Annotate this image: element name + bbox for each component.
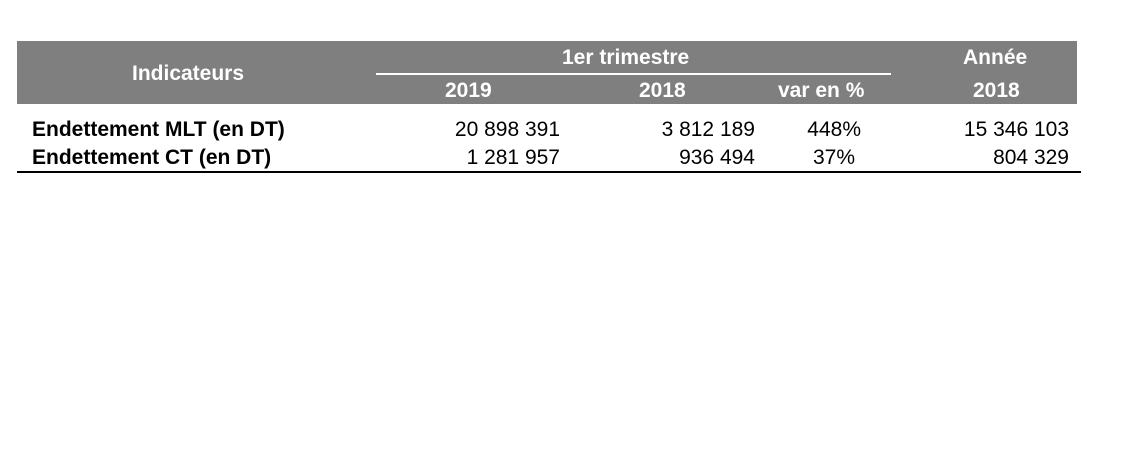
table-row: Endettement MLT (en DT) 20 898 391 3 812… — [17, 117, 1077, 143]
header-col-2018: 2018 — [639, 79, 686, 102]
value-year-2018: 804 329 — [993, 146, 1069, 169]
value-2019: 20 898 391 — [454, 118, 560, 141]
value-var: 448% — [807, 118, 861, 141]
value-var: 37% — [812, 146, 855, 169]
header-col-var: var en % — [778, 79, 865, 102]
header-year-group: Année — [963, 46, 1028, 69]
header-col-year-2018: 2018 — [973, 79, 1020, 102]
row-label: Endettement CT (en DT) — [32, 146, 272, 169]
table-header: Indicateurs 1er trimestre Année 2019 201… — [17, 41, 1077, 104]
row-label: Endettement MLT (en DT) — [32, 118, 285, 141]
table-bottom-rule — [17, 171, 1081, 173]
value-2018: 3 812 189 — [661, 118, 755, 141]
value-2019: 1 281 957 — [466, 146, 560, 169]
q1-group-underline — [376, 73, 891, 75]
table-row: Endettement CT (en DT) 1 281 957 936 494… — [17, 145, 1077, 171]
value-year-2018: 15 346 103 — [963, 118, 1069, 141]
indicators-table: Indicateurs 1er trimestre Année 2019 201… — [17, 41, 1081, 173]
value-2018: 936 494 — [679, 146, 755, 169]
header-col-2019: 2019 — [445, 79, 492, 102]
header-q1-group: 1er trimestre — [562, 46, 690, 69]
header-indicators: Indicateurs — [132, 62, 245, 85]
